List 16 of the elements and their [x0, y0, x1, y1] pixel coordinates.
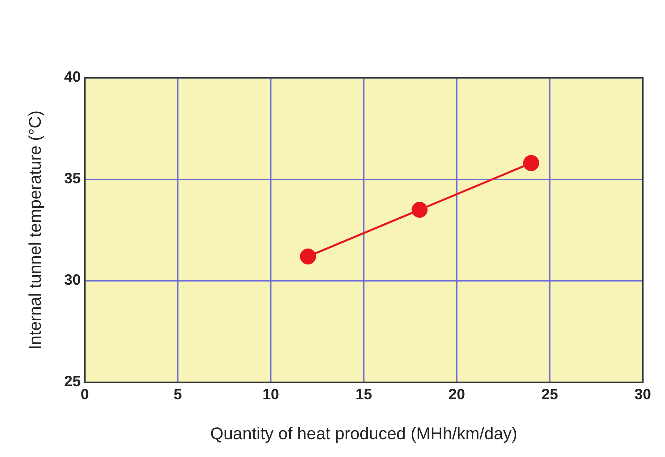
x-tick-label: 5	[174, 386, 182, 404]
x-tick-label: 20	[448, 386, 466, 404]
y-tick-label: 30	[64, 272, 82, 290]
point	[412, 202, 428, 218]
y-axis-title: Internal tunnel temperature (°C)	[26, 110, 45, 350]
y-tick-label: 25	[64, 374, 82, 391]
y-tick-label: 35	[64, 170, 82, 188]
x-tick-label: 25	[542, 386, 558, 404]
x-tick-label: 10	[262, 386, 280, 404]
x-axis-title: Quantity of heat produced (MHh/km/day)	[210, 424, 518, 444]
y-tick-label: 40	[64, 69, 82, 86]
x-tick-label: 15	[356, 386, 372, 404]
x-tick-label: 30	[634, 386, 652, 404]
point	[523, 155, 540, 172]
x-tick-label: 0	[80, 386, 90, 404]
point	[300, 248, 316, 265]
